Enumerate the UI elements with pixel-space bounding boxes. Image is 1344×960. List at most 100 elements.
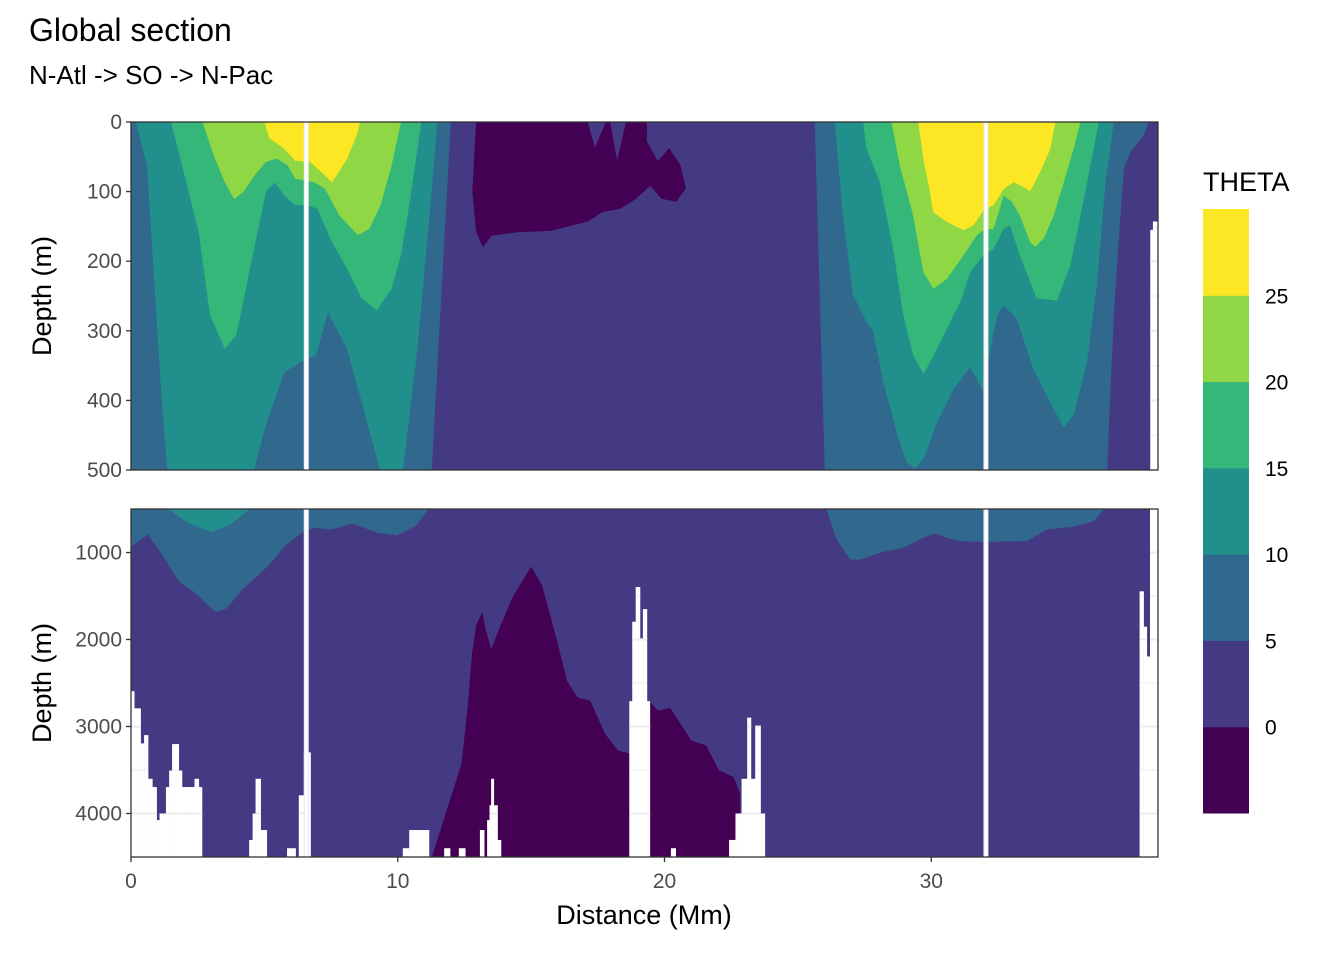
no-data-area <box>491 778 495 857</box>
no-data-area <box>194 778 200 857</box>
colorbar: 0 5 10 15 20 25 <box>1203 209 1288 814</box>
no-data-area <box>1143 626 1148 857</box>
y-tick-label: 3000 <box>75 716 122 739</box>
colorbar-label: 10 <box>1265 544 1288 567</box>
y-tick-label: 300 <box>87 320 122 343</box>
colorbar-label: 25 <box>1265 285 1288 308</box>
colorbar-label: 15 <box>1265 458 1288 481</box>
panel-border <box>130 508 1159 858</box>
no-data-area <box>1150 229 1154 470</box>
no-data-area <box>144 735 149 857</box>
colorbar-bin-15-20 <box>1203 381 1249 469</box>
contour-band-level-2 <box>826 509 1104 560</box>
upper-panel: 0 100 200 300 400 500 <box>87 111 1159 482</box>
no-data-area <box>402 848 410 857</box>
colorbar-bin--0 <box>1203 726 1249 814</box>
y-axis-title-upper: Depth (m) <box>27 236 57 356</box>
y-tick-label: 4000 <box>75 803 122 826</box>
no-data-area <box>181 787 195 857</box>
contour-band-level-0 <box>472 122 686 247</box>
no-data-area <box>444 848 451 857</box>
colorbar-bin-5-10 <box>1203 554 1249 641</box>
no-data-area <box>165 787 170 857</box>
no-data-area <box>252 813 256 857</box>
no-data-area <box>632 621 636 857</box>
y-tick-label: 1000 <box>75 542 122 565</box>
x-tick-label: 0 <box>125 870 137 893</box>
no-data-area <box>735 813 742 857</box>
panel-border <box>130 121 1159 471</box>
contour-band-level-2 <box>131 509 429 612</box>
station-line <box>984 122 988 470</box>
no-data-area <box>1146 656 1151 857</box>
contour-band-level-6 <box>264 122 361 183</box>
y-tick-label: 2000 <box>75 629 122 652</box>
no-data-area <box>1139 591 1144 857</box>
no-data-area <box>131 691 135 857</box>
no-data-area <box>140 743 145 857</box>
no-data-area <box>750 778 756 857</box>
panel-plot-area <box>131 509 1158 857</box>
no-data-area <box>249 839 253 857</box>
no-data-area <box>646 701 651 857</box>
no-data-area <box>159 813 167 857</box>
no-data-area <box>409 830 430 857</box>
no-data-area <box>1152 221 1158 470</box>
no-data-area <box>741 778 748 857</box>
no-data-area <box>635 587 641 857</box>
station-line <box>304 509 308 857</box>
x-axis-title: Distance (Mm) <box>556 900 732 930</box>
no-data-area <box>298 795 305 857</box>
y-tick-label: 200 <box>87 250 122 273</box>
no-data-area <box>670 848 677 857</box>
y-tick-label: 500 <box>87 459 122 482</box>
colorbar-label: 5 <box>1265 630 1277 653</box>
y-tick-label: 0 <box>110 111 122 134</box>
x-axis: 0 10 20 30 <box>125 857 943 893</box>
no-data-area <box>747 717 752 857</box>
colorbar-label: 0 <box>1265 717 1277 740</box>
panel-plot-area <box>131 122 1158 470</box>
no-data-area <box>458 848 466 857</box>
colorbar-bin-10-15 <box>1203 467 1249 555</box>
y-tick-label: 100 <box>87 181 122 204</box>
no-data-area <box>287 848 296 857</box>
chart-title: Global section <box>29 12 232 48</box>
no-data-area <box>497 839 502 857</box>
x-tick-label: 10 <box>386 870 409 893</box>
colorbar-bin--25 <box>1203 209 1249 296</box>
no-data-area <box>755 725 761 857</box>
contour-band-level-3 <box>168 509 250 533</box>
no-data-area <box>148 778 153 857</box>
colorbar-bin-20-25 <box>1203 295 1249 383</box>
no-data-area <box>729 839 736 857</box>
no-data-area <box>134 708 141 857</box>
station-line <box>304 122 308 470</box>
lower-panel: 1000 2000 3000 4000 <box>75 508 1159 858</box>
x-tick-label: 20 <box>653 870 676 893</box>
station-line <box>984 509 988 857</box>
no-data-area <box>639 638 644 857</box>
colorbar-bin-0-5 <box>1203 640 1249 728</box>
colorbar-label: 20 <box>1265 372 1288 395</box>
contour-band-level-0 <box>431 566 740 857</box>
chart-subtitle: N-Atl -> SO -> N-Pac <box>29 60 273 90</box>
x-tick-label: 30 <box>920 870 943 893</box>
y-axis-title-lower: Depth (m) <box>27 623 57 743</box>
no-data-area <box>260 830 268 857</box>
contour-band-level-5 <box>202 122 401 236</box>
no-data-area <box>479 830 485 857</box>
no-data-area <box>642 609 648 857</box>
no-data-area <box>487 820 490 857</box>
no-data-area <box>152 787 157 857</box>
y-tick-label: 400 <box>87 389 122 412</box>
no-data-area <box>629 701 633 857</box>
legend: THETA 0 5 10 15 20 25 <box>1203 167 1290 814</box>
no-data-area <box>172 744 180 857</box>
no-data-area <box>760 813 766 857</box>
no-data-area <box>198 787 203 857</box>
no-data-area <box>255 778 261 857</box>
no-data-area <box>156 820 160 857</box>
legend-title: THETA <box>1203 167 1290 197</box>
